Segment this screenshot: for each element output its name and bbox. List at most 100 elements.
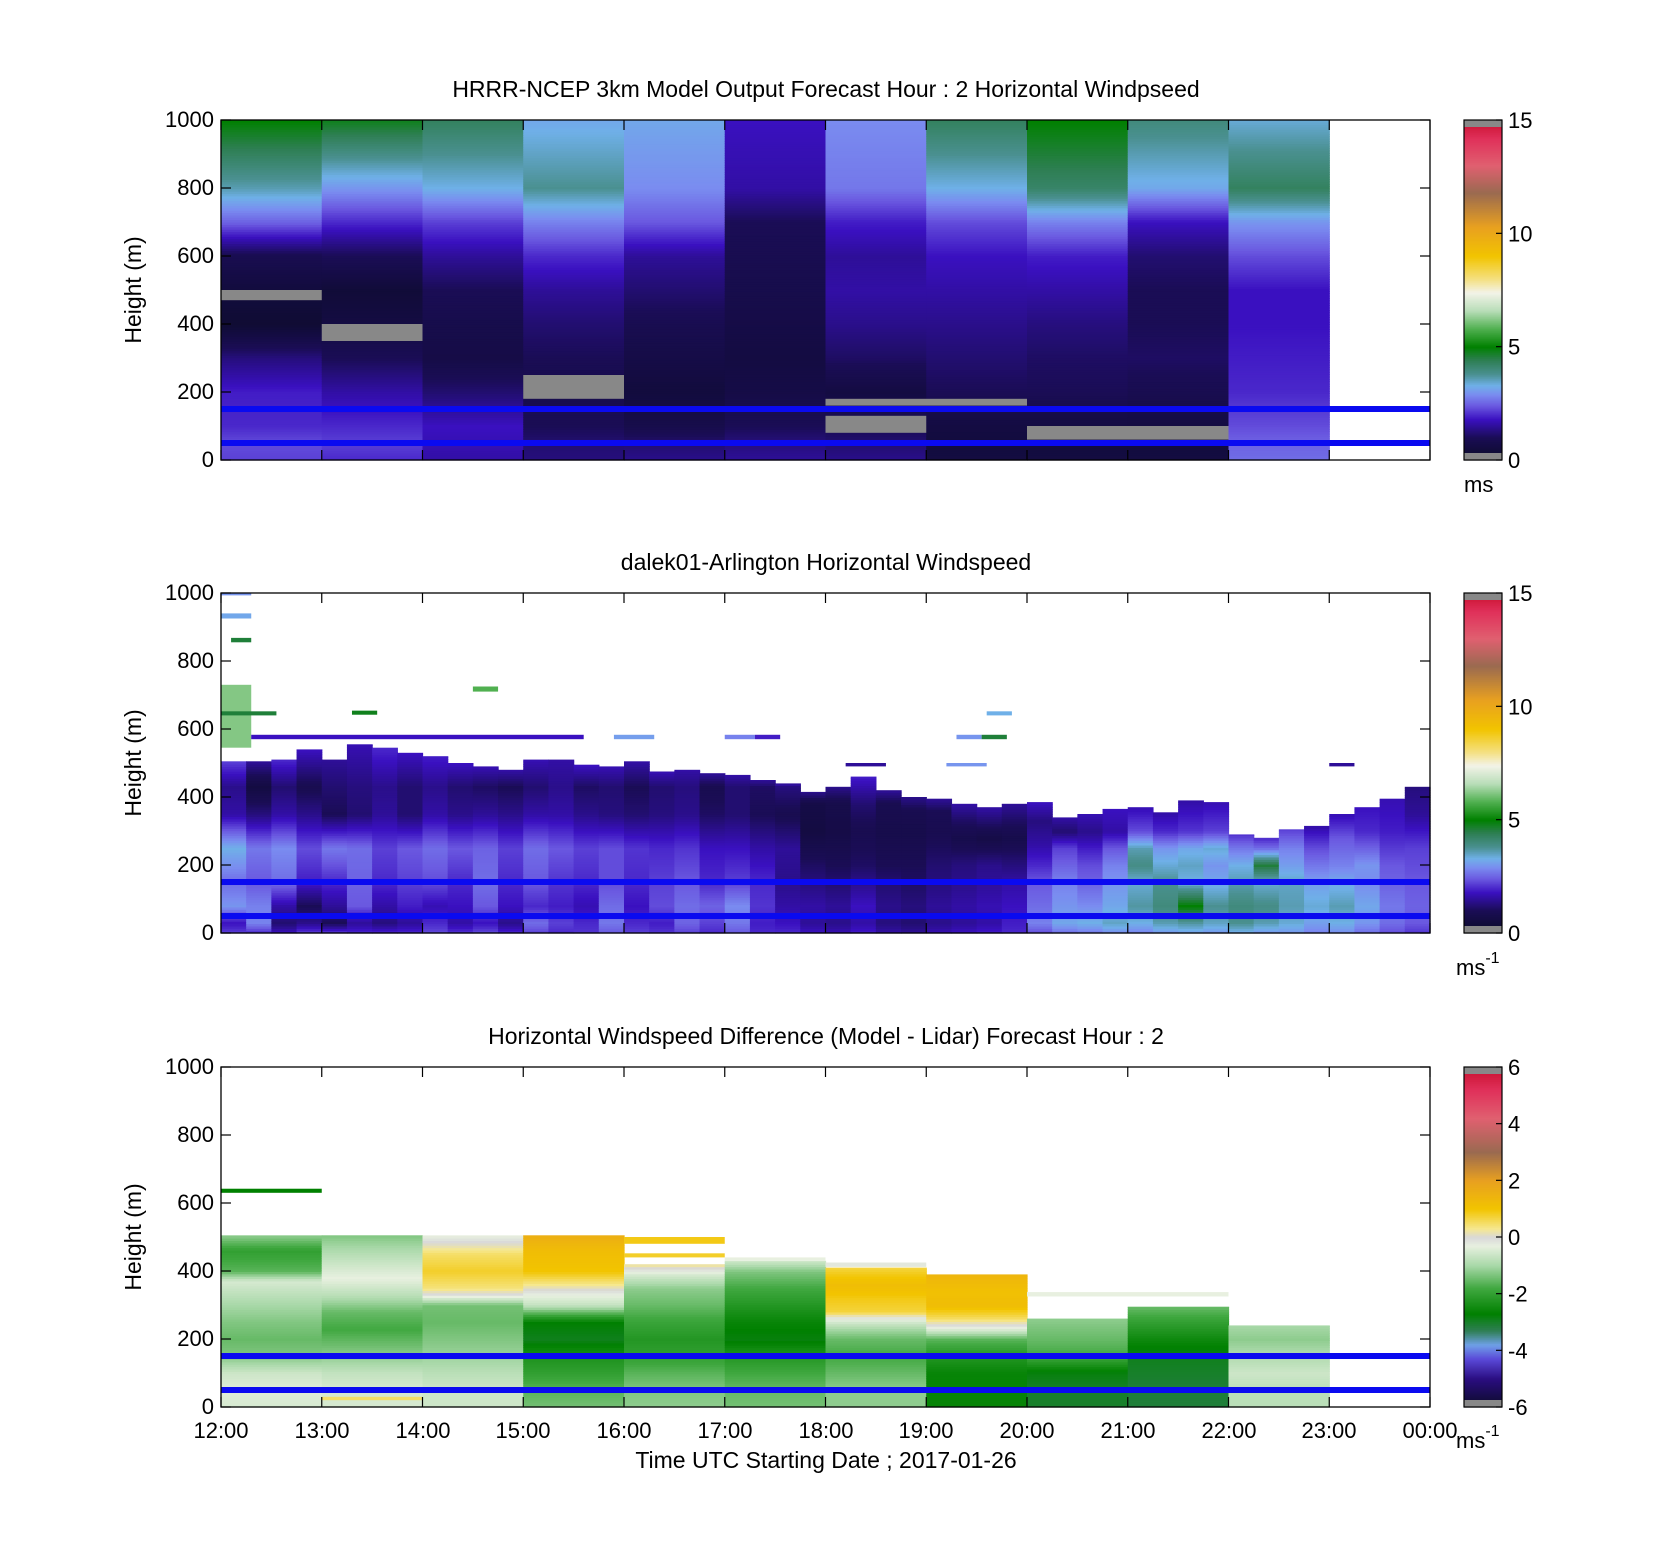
heatmap-cell xyxy=(951,804,977,805)
heatmap-cell xyxy=(1229,834,1255,836)
heatmap-strip xyxy=(473,687,498,692)
heatmap-cell xyxy=(221,761,247,762)
heatmap-missing-cell xyxy=(322,324,423,341)
heatmap-cell xyxy=(473,766,499,769)
heatmap-cell xyxy=(1178,800,1204,802)
lidar-y-tick-label: 0 xyxy=(202,920,214,945)
heatmap-strip xyxy=(231,638,251,642)
heatmap-cell xyxy=(926,799,952,801)
heatmap-cell xyxy=(322,760,348,763)
heatmap-strip xyxy=(614,735,654,739)
heatmap-cell xyxy=(1002,804,1028,805)
lidar-panel-title: dalek01-Arlington Horizontal Windspeed xyxy=(621,549,1031,575)
lidar-y-tick-label: 600 xyxy=(177,716,214,741)
lidar-windspeed-panel: dalek01-Arlington Horizontal Windspeed 0… xyxy=(120,549,1532,980)
model-colorbar xyxy=(1464,120,1502,461)
lidar-y-tick-label: 200 xyxy=(177,852,214,877)
heatmap-cell xyxy=(725,775,751,777)
heatmap-cell xyxy=(901,797,927,798)
heatmap-cell xyxy=(1380,799,1406,801)
heatmap-cell xyxy=(347,744,373,745)
heatmap-cell xyxy=(1405,787,1431,789)
colorbar-tick-label: 5 xyxy=(1508,335,1520,360)
heatmap-cell xyxy=(1103,809,1129,810)
model-y-ticks: 0 200 400 600 800 1000 xyxy=(165,107,214,472)
heatmap-cell xyxy=(599,766,625,769)
heatmap-cell xyxy=(448,763,474,765)
heatmap-cell xyxy=(700,773,726,774)
heatmap-strip xyxy=(251,735,583,739)
model-y-tick-label: 600 xyxy=(177,243,214,268)
colorbar-tick-label: 10 xyxy=(1508,221,1532,246)
model-panel-title: HRRR-NCEP 3km Model Output Forecast Hour… xyxy=(452,76,1199,102)
colorbar-tick-label: 0 xyxy=(1508,448,1520,473)
heatmap-missing-cell xyxy=(826,399,1028,406)
heatmap-cell xyxy=(1027,802,1053,805)
model-y-tick-label: 0 xyxy=(202,447,214,472)
heatmap-missing-cell xyxy=(221,290,322,300)
heatmap-cell xyxy=(297,749,323,750)
heatmap-strip xyxy=(987,711,1012,715)
heatmap-strip xyxy=(725,735,755,739)
model-y-tick-label: 400 xyxy=(177,311,214,336)
colorbar-tick-label: 15 xyxy=(1508,108,1532,133)
heatmap-cell xyxy=(876,790,902,793)
heatmap-cell xyxy=(548,760,574,763)
heatmap-cell xyxy=(271,760,297,763)
heatmap-cell xyxy=(1077,814,1103,817)
colorbar-cap xyxy=(1464,120,1502,127)
heatmap-cell xyxy=(649,772,675,775)
model-y-tick-label: 800 xyxy=(177,175,214,200)
heatmap-cell xyxy=(423,756,449,757)
heatmap-cell xyxy=(397,753,423,755)
heatmap-cell xyxy=(574,765,600,767)
heatmap-cell xyxy=(1203,802,1229,805)
heatmap-strip xyxy=(956,735,981,739)
heatmap-strip xyxy=(221,685,251,748)
heatmap-cell xyxy=(1052,817,1078,819)
heatmap-cell xyxy=(826,787,852,789)
heatmap-cell xyxy=(1279,829,1305,831)
heatmap-strip xyxy=(221,613,251,618)
lidar-y-tick-label: 400 xyxy=(177,784,214,809)
model-y-axis-label: Height (m) xyxy=(120,236,146,343)
heatmap-cell xyxy=(750,780,776,781)
heatmap-strip xyxy=(221,711,276,715)
colorbar-cap xyxy=(1464,453,1502,460)
model-y-tick-label: 1000 xyxy=(165,107,214,132)
heatmap-strip xyxy=(946,763,986,766)
heatmap-cell xyxy=(498,770,524,772)
heatmap-cell xyxy=(775,783,801,786)
heatmap-cell xyxy=(523,760,549,763)
heatmap-cell xyxy=(246,761,272,762)
lidar-y-tick-label: 1000 xyxy=(165,580,214,605)
lidar-y-ticks: 0 200 400 600 800 1000 xyxy=(165,580,214,945)
heatmap-cell xyxy=(372,748,398,751)
model-colorbar-unit: ms xyxy=(1464,472,1493,497)
heatmap-missing-cell xyxy=(826,416,927,433)
heatmap-cell xyxy=(1354,807,1380,810)
heatmap-cell xyxy=(1153,812,1179,814)
heatmap-cell xyxy=(674,770,700,772)
heatmap-strip xyxy=(352,711,377,715)
heatmap-missing-cell xyxy=(523,375,624,399)
heatmap-strip xyxy=(755,735,780,739)
heatmap-cell xyxy=(977,807,1003,810)
heatmap-missing-cell xyxy=(1027,426,1229,440)
heatmap-cell xyxy=(1329,814,1355,817)
model-windspeed-panel: HRRR-NCEP 3km Model Output Forecast Hour… xyxy=(120,76,1532,497)
heatmap-strip xyxy=(846,763,886,766)
lidar-colorbar xyxy=(1464,593,1502,934)
heatmap-cell xyxy=(851,777,877,779)
heatmap-cell xyxy=(1128,807,1154,810)
heatmap-cell xyxy=(800,792,826,793)
heatmap-cell xyxy=(1254,838,1280,841)
heatmap-strip xyxy=(1329,763,1354,766)
model-y-tick-label: 200 xyxy=(177,379,214,404)
lidar-y-axis-label: Height (m) xyxy=(120,709,146,816)
lidar-y-tick-label: 800 xyxy=(177,648,214,673)
heatmap-cell xyxy=(1304,826,1330,829)
heatmap-cell xyxy=(624,761,650,762)
